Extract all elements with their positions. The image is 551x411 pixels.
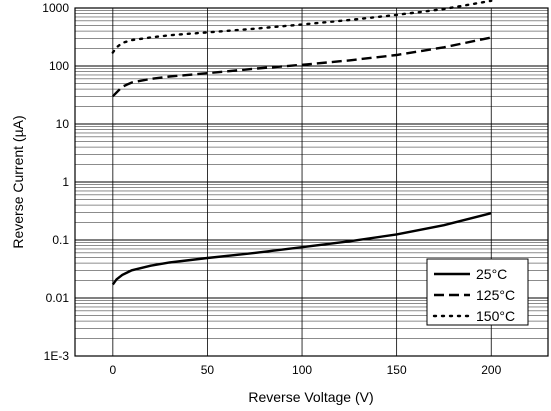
plot-frame — [74, 7, 549, 357]
y-tick-label: 100 — [49, 59, 69, 73]
legend: 25°C 125°C 150°C — [426, 258, 529, 326]
legend-label: 150°C — [476, 308, 515, 324]
x-axis-title: Reverse Voltage (V) — [248, 389, 373, 405]
x-tick-label: 0 — [109, 363, 116, 377]
y-tick-label: 0.1 — [52, 233, 69, 247]
x-tick-label: 50 — [201, 363, 215, 377]
y-tick-label: 1E-3 — [44, 349, 70, 363]
y-tick-label: 1000 — [42, 1, 69, 15]
x-tick-label: 150 — [387, 363, 407, 377]
y-tick-label: 10 — [56, 117, 70, 131]
series-line-3 — [111, 0, 493, 54]
y-tick-labels: 1E-3 0.01 0.1 1 10 100 1000 — [42, 1, 69, 363]
series-line-2 — [111, 36, 492, 98]
series-line-1 — [111, 212, 492, 286]
y-tick-label: 1 — [62, 175, 69, 189]
y-axis-title: Reverse Current (µA) — [10, 115, 26, 248]
legend-label: 125°C — [476, 287, 515, 303]
legend-label: 25°C — [476, 266, 507, 282]
legend-box — [426, 258, 529, 326]
y-tick-label: 0.01 — [46, 291, 70, 305]
x-tick-label: 200 — [481, 363, 501, 377]
x-tick-label: 100 — [292, 363, 312, 377]
series-layer — [111, 0, 493, 286]
x-tick-labels: 0 50 100 150 200 — [109, 363, 501, 377]
